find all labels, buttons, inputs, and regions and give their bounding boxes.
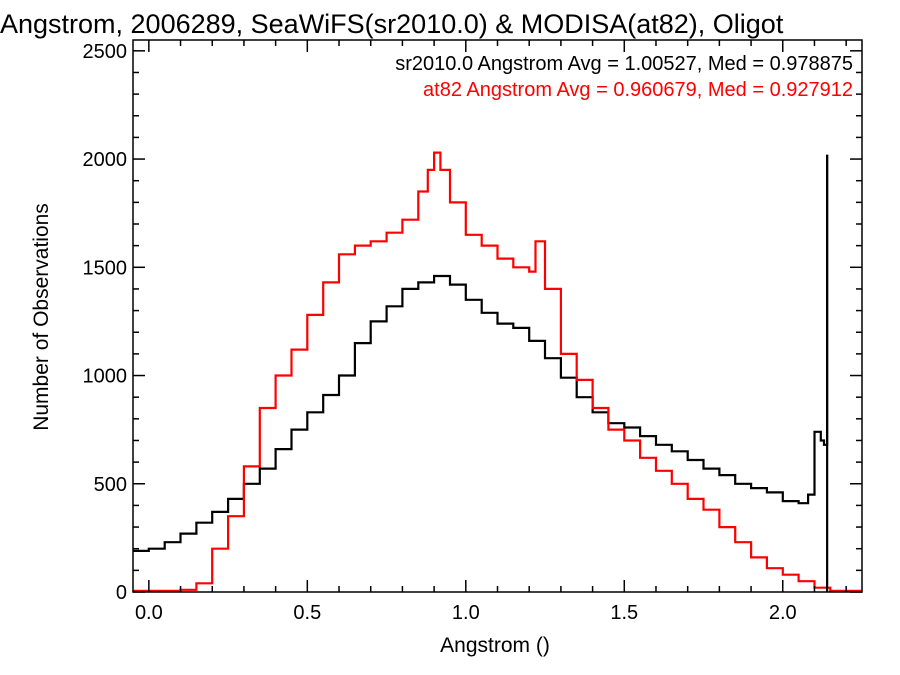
ticks-layer: 0.0 0.5 1.0 1.5 2.0 0 500 1000 1500 2000 2500 [83, 40, 862, 624]
x-tick-label: 2.0 [769, 602, 797, 624]
y-tick-label: 0 [116, 582, 127, 604]
series-line-0 [133, 154, 829, 552]
chart-title: Angstrom, 2006289, SeaWiFS(sr2010.0) & M… [0, 9, 784, 39]
y-axis-label: Number of Observations [30, 203, 53, 431]
legend-annotations: sr2010.0 Angstrom Avg = 1.00527, Med = 0… [395, 53, 853, 101]
y-tick-label: 2000 [83, 149, 128, 171]
x-tick-label: 1.5 [610, 602, 638, 624]
x-axis-label: Angstrom () [440, 634, 550, 657]
y-tick-label: 1000 [83, 366, 128, 388]
y-tick-label: 1500 [83, 257, 128, 279]
annotation-line-0: sr2010.0 Angstrom Avg = 1.00527, Med = 0… [395, 53, 853, 75]
plot-area: 0.0 0.5 1.0 1.5 2.0 0 500 1000 1500 2000 2500 [83, 39, 863, 624]
x-tick-label: 0.5 [293, 602, 321, 624]
y-tick-label: 500 [94, 474, 127, 496]
series-layer [133, 151, 862, 592]
series-line-1 [133, 151, 862, 592]
x-tick-label: 1.0 [452, 602, 480, 624]
x-tick-label: 0.0 [135, 602, 163, 624]
y-tick-label: 2500 [83, 41, 128, 63]
annotation-line-1: at82 Angstrom Avg = 0.960679, Med = 0.92… [423, 79, 853, 101]
